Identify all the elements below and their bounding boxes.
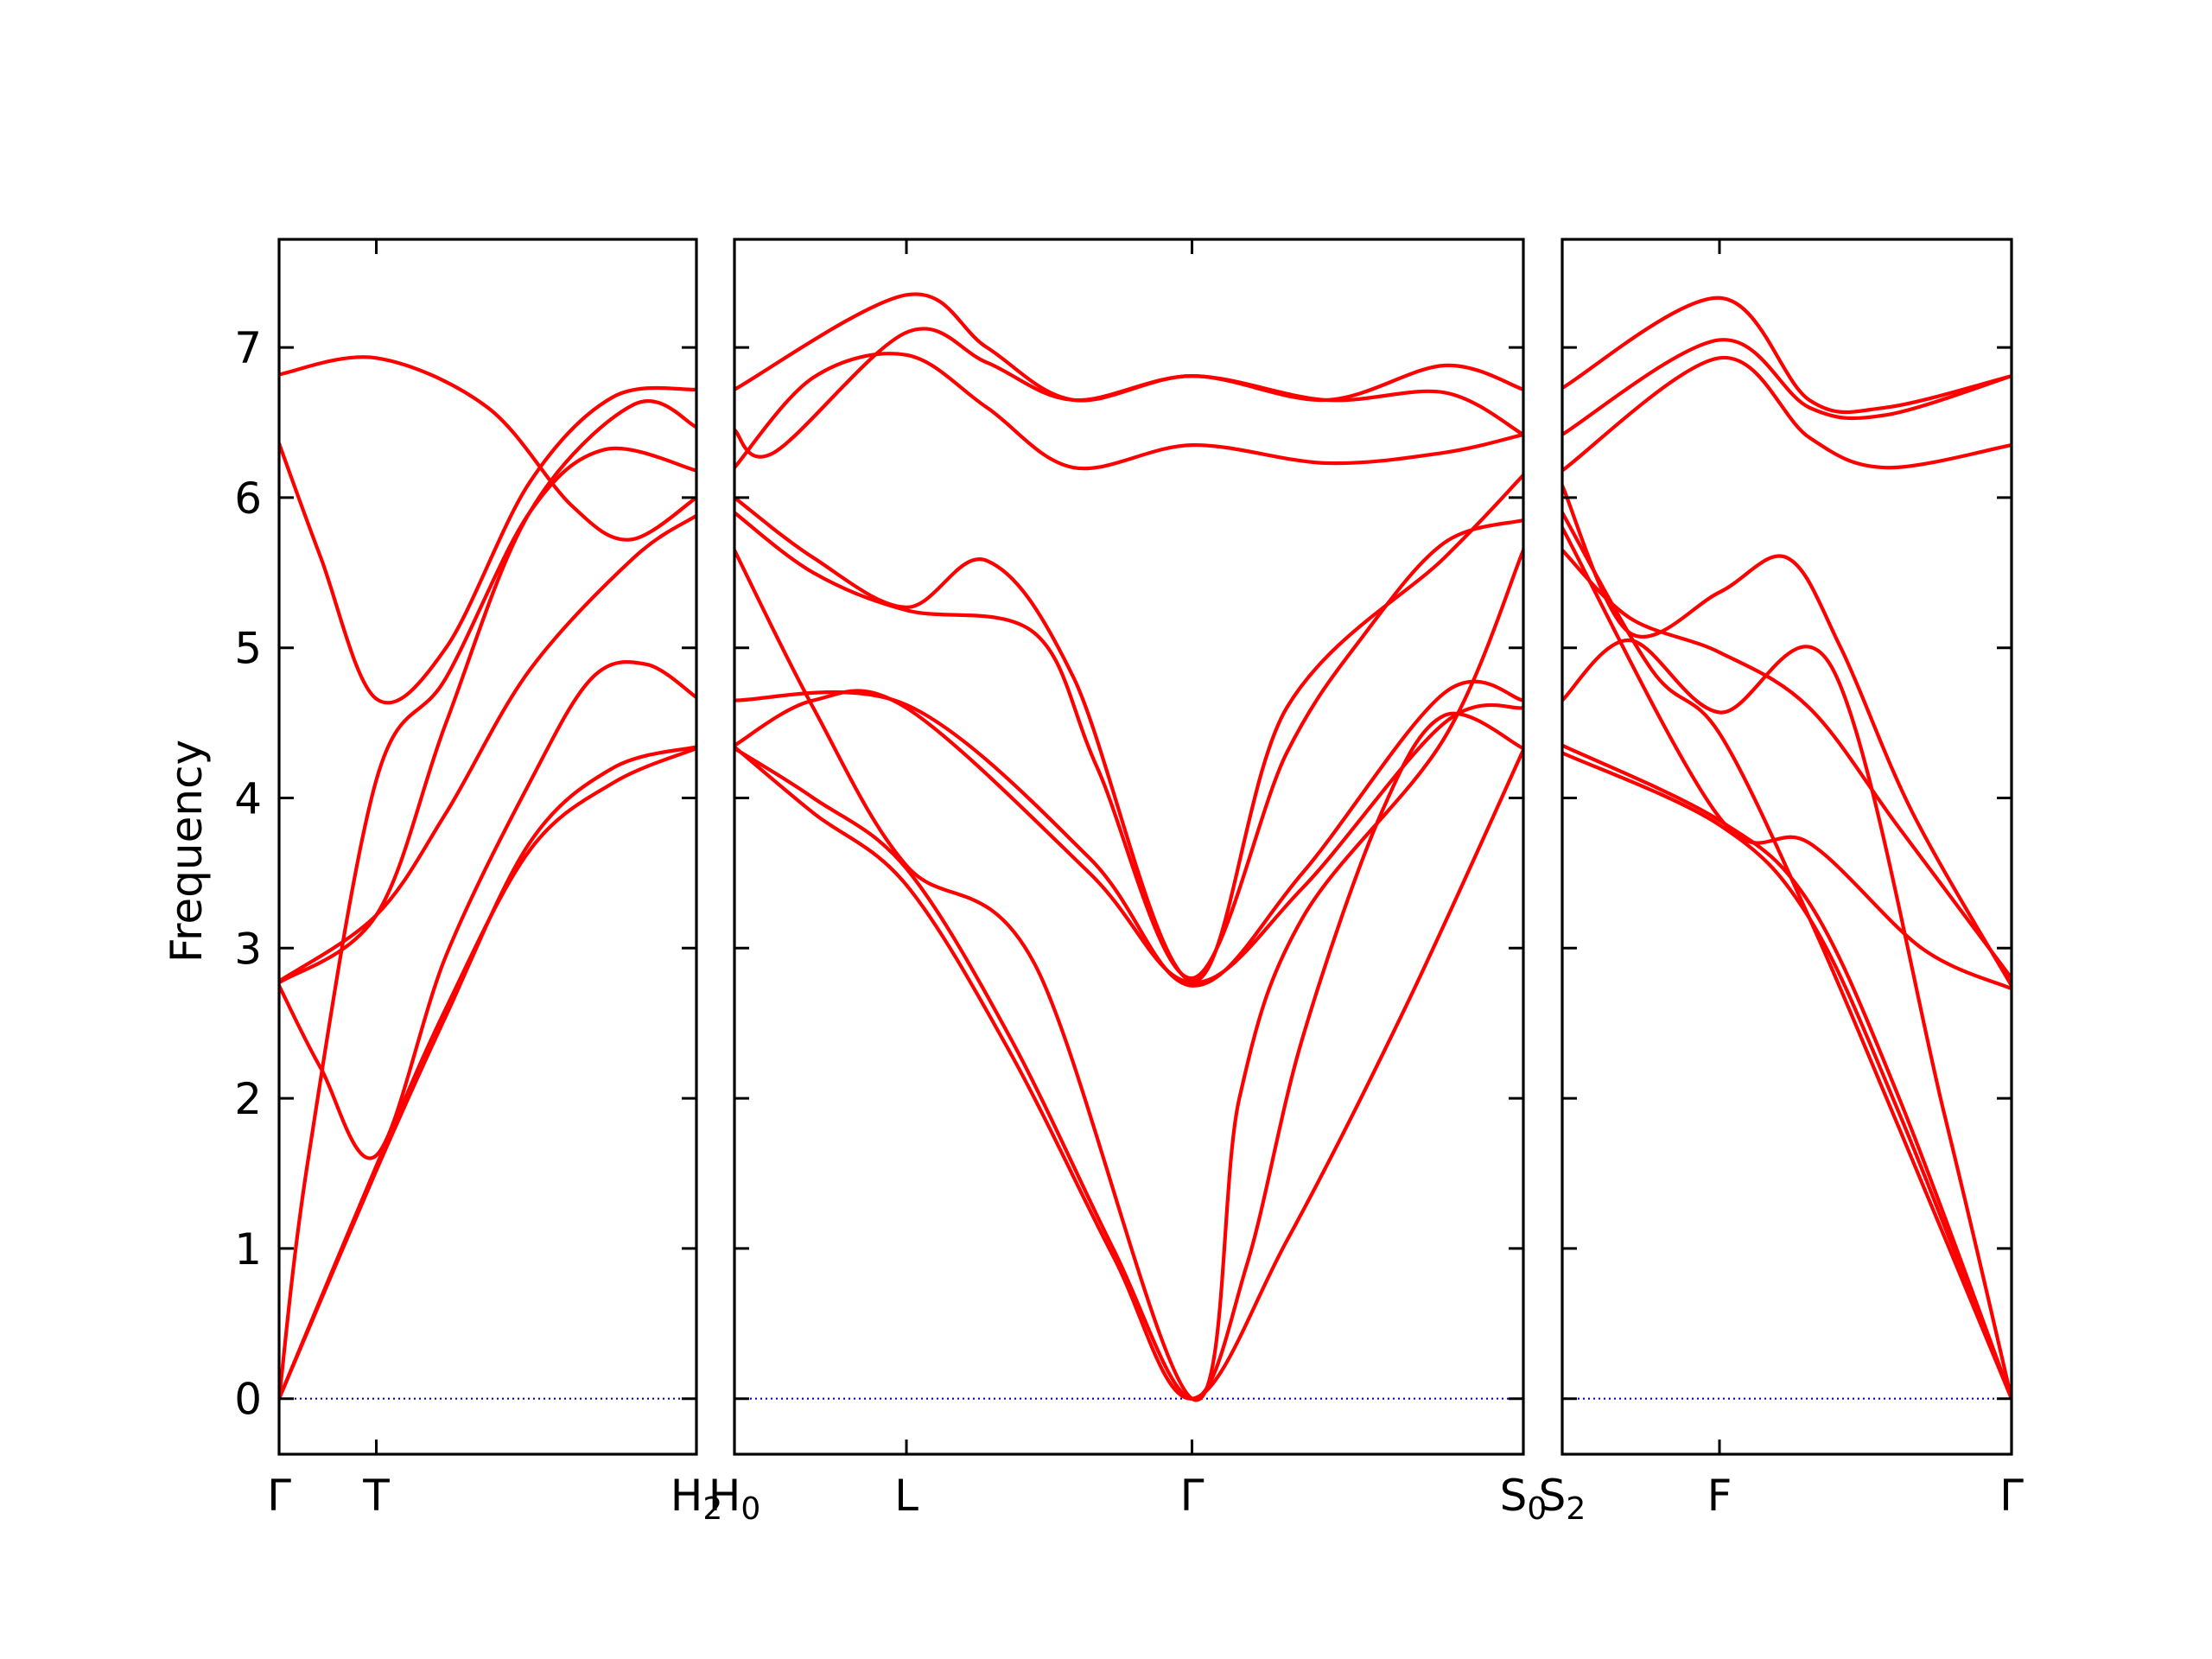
band-line-5 xyxy=(279,446,696,1401)
x-tick-label: S2 xyxy=(1539,1471,1586,1527)
band-line-7 xyxy=(1562,483,2012,988)
band-line-3 xyxy=(734,548,1523,1402)
band-line-9 xyxy=(734,327,1523,459)
y-axis-label: Frequency xyxy=(162,740,212,963)
bands xyxy=(1562,296,2012,1401)
band-line-2 xyxy=(734,711,1523,1401)
y-tick-label: 2 xyxy=(234,1074,262,1124)
y-tick-label: 1 xyxy=(234,1224,262,1274)
panel-2: H0 L Γ S0 xyxy=(709,238,1548,1527)
x-tick-label: Γ xyxy=(1999,1471,2024,1521)
x-tick-label: H2 xyxy=(671,1471,723,1527)
band-line-4 xyxy=(734,679,1523,988)
band-line-2 xyxy=(279,747,696,1401)
x-tick-label: Γ xyxy=(1180,1471,1205,1521)
band-line-6 xyxy=(279,399,696,985)
x-tick-label: T xyxy=(362,1471,390,1521)
panel-frame xyxy=(733,238,1525,1456)
band-line-1 xyxy=(1562,743,2012,1401)
band-line-5 xyxy=(734,689,1523,985)
y-tick-label: 4 xyxy=(234,774,262,824)
y-tick-label: 3 xyxy=(234,924,262,974)
bands xyxy=(279,355,696,1401)
y-tick-label: 0 xyxy=(234,1375,262,1425)
band-line-8 xyxy=(279,355,696,542)
y-tick-label: 7 xyxy=(234,323,262,373)
x-tick-label: H0 xyxy=(709,1471,761,1527)
bands xyxy=(734,292,1523,1402)
x-tick-label: L xyxy=(894,1471,918,1521)
x-tick-label: S0 xyxy=(1500,1471,1548,1527)
panel-1: Γ T H2 0 1 2 3 4 5 6 7 xyxy=(234,238,723,1527)
band-line-8 xyxy=(734,352,1523,471)
band-line-1 xyxy=(734,745,1523,1401)
band-line-2 xyxy=(1562,751,2012,1401)
band-line-7 xyxy=(734,473,1523,983)
band-line-10 xyxy=(1562,296,2012,415)
panel-3: S2 F Γ xyxy=(1539,238,2024,1527)
band-line-6 xyxy=(1562,525,2012,991)
y-tick-label: 5 xyxy=(234,624,262,674)
band-line-4 xyxy=(1562,638,2012,1401)
band-line-4 xyxy=(279,513,696,983)
x-tick-label: Γ xyxy=(267,1471,291,1521)
x-tick-label: F xyxy=(1707,1471,1732,1521)
panel-frame xyxy=(277,238,698,1456)
band-line-10 xyxy=(734,292,1523,403)
band-line-1 xyxy=(279,745,696,1401)
band-line-5 xyxy=(1562,548,2012,981)
band-line-8 xyxy=(1562,356,2012,473)
band-line-7 xyxy=(279,385,696,705)
panel-frame xyxy=(1560,238,2013,1456)
band-line-9 xyxy=(1562,338,2012,437)
band-line-3 xyxy=(1562,511,2012,1401)
y-tick-label: 6 xyxy=(234,474,262,524)
band-line-3 xyxy=(279,660,696,1160)
